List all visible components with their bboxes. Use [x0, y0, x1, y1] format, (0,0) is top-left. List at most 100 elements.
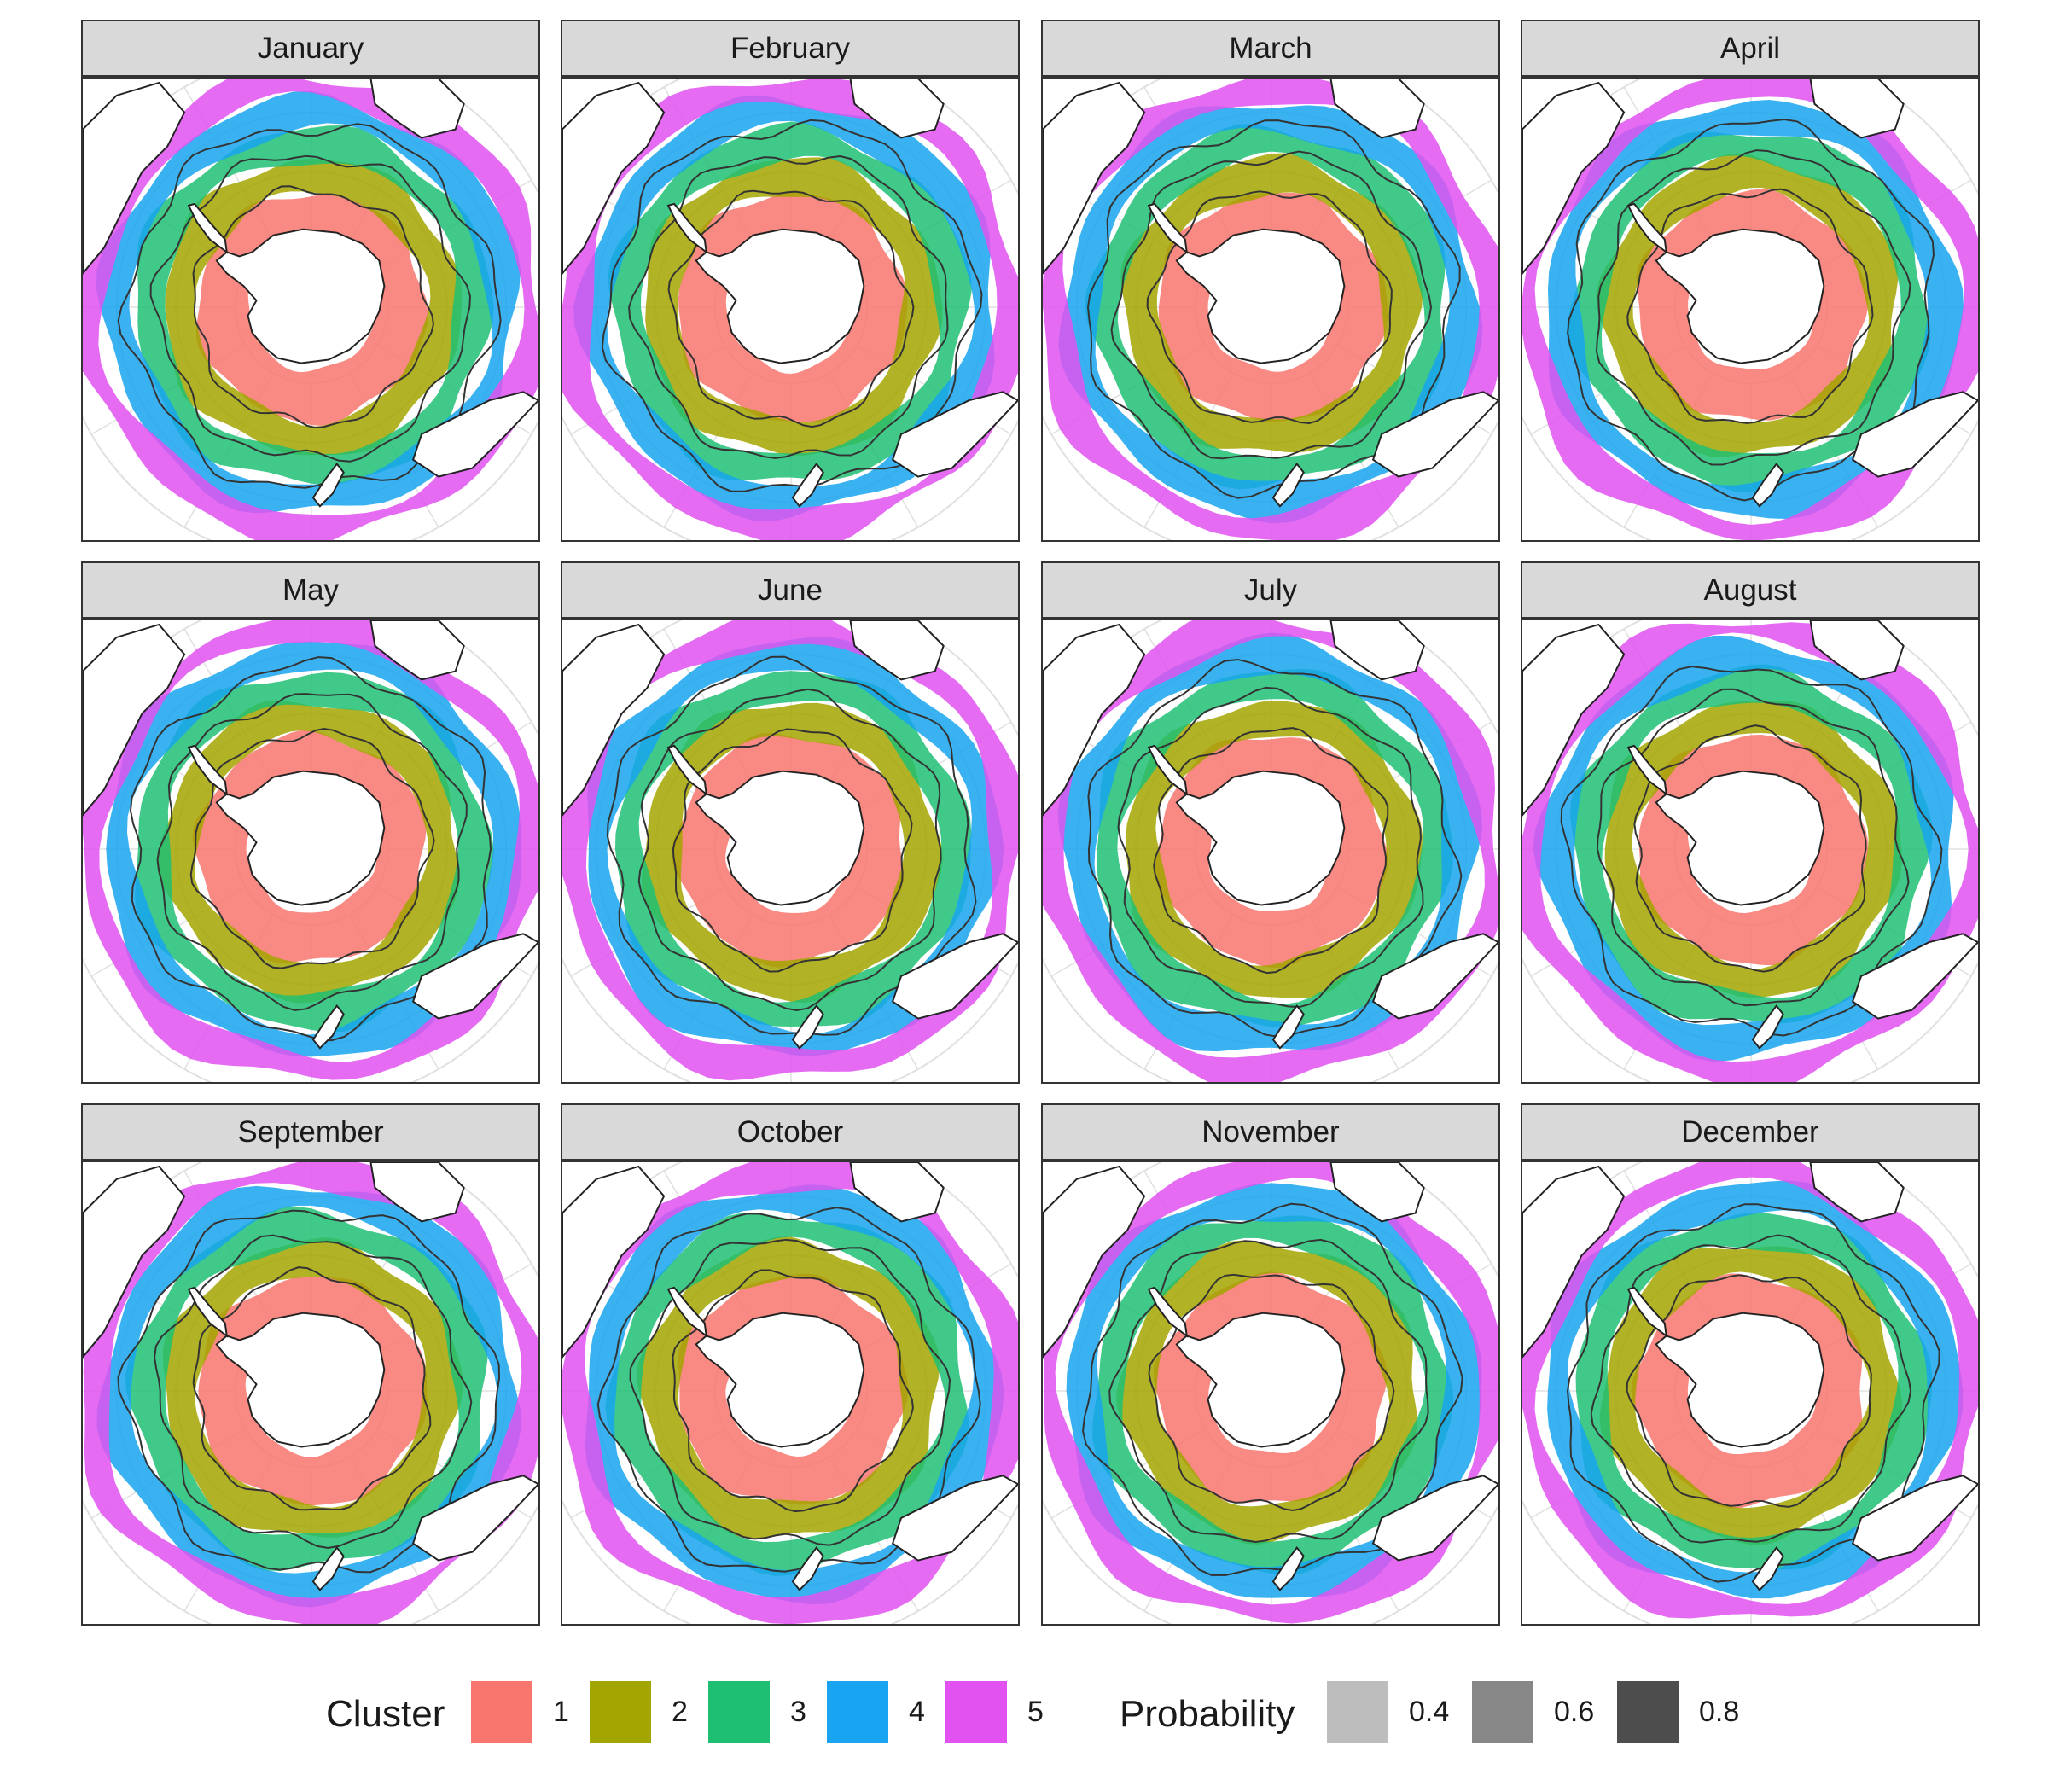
australia-landmass [1851, 391, 1978, 478]
front-line [117, 1209, 501, 1574]
antarctic-peninsula [187, 202, 229, 254]
front-line [1117, 686, 1424, 1009]
antarctica-landmass [1175, 1312, 1346, 1448]
australia-landmass [891, 1475, 1018, 1562]
map-panel [1041, 1161, 1500, 1626]
facet-strip-label: September [81, 1103, 540, 1161]
antarctic-peninsula [1147, 744, 1189, 796]
australia-landmass [411, 933, 538, 1020]
south-america-landmass [83, 1165, 186, 1359]
probability-key-label: 0.4 [1409, 1696, 1450, 1728]
antarctica-landmass [1175, 770, 1346, 906]
cluster-legend-title: Cluster [326, 1693, 445, 1735]
africa-landmass [1329, 620, 1425, 681]
facet-strip-label: June [561, 561, 1020, 619]
facet-strip-label: August [1521, 561, 1980, 619]
front-line [672, 1269, 914, 1513]
front-line [1595, 149, 1911, 466]
map-panel [561, 77, 1020, 542]
antarctic-peninsula [666, 1286, 708, 1338]
africa-landmass [849, 79, 945, 139]
polar-map [1522, 79, 1978, 540]
antarctic-peninsula [666, 202, 708, 254]
south-america-landmass [1522, 81, 1626, 275]
australia-landmass [411, 1475, 538, 1562]
africa-landmass [1329, 1162, 1425, 1223]
front-line [1110, 150, 1432, 460]
facet-september: September [81, 1103, 540, 1626]
facet-february: February [561, 20, 1020, 542]
antarctic-peninsula [1626, 202, 1668, 254]
front-line [667, 189, 915, 428]
front-line [601, 119, 983, 492]
polar-map [1522, 620, 1978, 1082]
cluster-key-label: 4 [909, 1696, 925, 1728]
australia-landmass [1851, 933, 1978, 1020]
probability-key-label: 0.8 [1699, 1696, 1740, 1728]
map-panel [1521, 77, 1980, 542]
new-zealand-landmass [311, 1004, 345, 1050]
south-america-landmass [562, 1165, 666, 1359]
antarctica-landmass [695, 770, 865, 906]
polar-map [1043, 1162, 1498, 1624]
front-line [1108, 1238, 1429, 1544]
facet-june: June [561, 561, 1020, 1084]
antarctica-landmass [1655, 770, 1825, 906]
front-line [629, 1238, 951, 1546]
antarctica-landmass [695, 1312, 865, 1448]
polar-map [1522, 1162, 1978, 1624]
antarctic-peninsula [187, 744, 229, 796]
africa-landmass [369, 620, 465, 681]
africa-landmass [1809, 79, 1905, 139]
facet-december: December [1521, 1103, 1980, 1626]
australia-landmass [891, 933, 1018, 1020]
facet-strip-label: November [1041, 1103, 1500, 1161]
new-zealand-landmass [1271, 1546, 1305, 1591]
cluster-1-zone [192, 730, 427, 963]
antarctica-landmass [1655, 228, 1825, 364]
new-zealand-landmass [1271, 1004, 1305, 1050]
new-zealand-landmass [311, 463, 345, 508]
probability-key-label: 0.6 [1554, 1696, 1595, 1728]
australia-landmass [891, 391, 1018, 478]
map-panel [81, 77, 540, 542]
antarctica-landmass [215, 1312, 386, 1448]
facet-november: November [1041, 1103, 1500, 1626]
new-zealand-landmass [1271, 463, 1305, 508]
australia-landmass [411, 391, 538, 478]
polar-map [1043, 620, 1498, 1082]
front-line [1567, 1203, 1940, 1583]
front-line [1626, 188, 1874, 424]
facet-july: July [1041, 561, 1500, 1084]
antarctica-landmass [1655, 1312, 1825, 1448]
facet-october: October [561, 1103, 1020, 1626]
facet-may: May [81, 561, 540, 1084]
australia-landmass [1371, 1475, 1498, 1562]
facet-january: January [81, 20, 540, 542]
south-america-landmass [1522, 623, 1626, 817]
polar-map [83, 1162, 538, 1624]
facet-strip-label: April [1521, 20, 1980, 77]
australia-landmass [1371, 391, 1498, 478]
front-line [1146, 190, 1393, 425]
antarctica-landmass [695, 228, 865, 364]
front-line [149, 154, 471, 463]
cluster-2-zone [1599, 1246, 1903, 1545]
africa-landmass [1329, 79, 1425, 139]
cluster-2-zone [156, 700, 460, 1004]
front-line [637, 688, 942, 1012]
antarctic-peninsula [187, 1286, 229, 1338]
south-america-landmass [1043, 623, 1146, 817]
cluster-1-key [471, 1681, 532, 1743]
australia-landmass [1851, 1475, 1978, 1562]
facet-strip-label: January [81, 20, 540, 77]
cluster-key-label: 3 [790, 1696, 806, 1728]
cluster-key-label: 5 [1027, 1696, 1044, 1728]
map-panel [1041, 619, 1500, 1084]
facet-strip-label: December [1521, 1103, 1980, 1161]
new-zealand-landmass [791, 463, 824, 508]
map-panel [1521, 1161, 1980, 1626]
map-panel [1521, 619, 1980, 1084]
new-zealand-landmass [791, 1546, 824, 1591]
